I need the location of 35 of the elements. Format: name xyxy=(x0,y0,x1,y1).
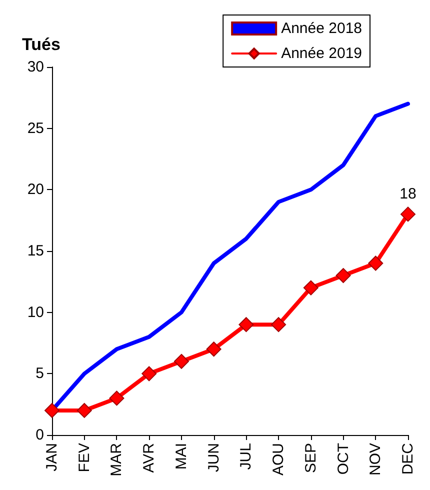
point xyxy=(238,317,254,332)
point xyxy=(76,402,92,418)
y-tick-label: 25 xyxy=(27,120,44,137)
legend-label: Année 2019 xyxy=(281,45,362,62)
x-tick-label: NOV xyxy=(367,443,384,476)
x-tick-label: AVR xyxy=(140,442,158,473)
y-axis-title: Tués xyxy=(22,35,60,54)
y-tick-label: 0 xyxy=(36,426,44,444)
x-tick-label: JUN xyxy=(205,443,222,472)
point xyxy=(303,280,318,296)
point xyxy=(174,354,189,369)
x-tick-label: MAI xyxy=(172,443,190,470)
point xyxy=(336,268,351,284)
y-tick-label: 30 xyxy=(27,58,44,76)
x-tick-label: MAR xyxy=(108,442,126,476)
point xyxy=(44,402,60,418)
x-tick-label: AOU xyxy=(270,443,288,476)
x-tick-label: JUL xyxy=(238,443,255,470)
y-tick-label: 10 xyxy=(27,304,44,321)
point xyxy=(368,256,384,271)
x-tick-label: SEP xyxy=(302,443,320,474)
y-tick-label: 20 xyxy=(27,181,44,198)
x-tick-label: OCT xyxy=(334,443,352,475)
point xyxy=(109,390,124,406)
point xyxy=(206,342,222,357)
x-tick-label: DEC xyxy=(400,442,416,475)
point xyxy=(400,206,416,222)
data-label: 18 xyxy=(400,186,416,203)
y-tick-label: 5 xyxy=(36,365,44,382)
y-tick-label: 15 xyxy=(27,242,44,260)
x-tick-label: JAN xyxy=(44,443,60,472)
point xyxy=(142,366,157,382)
x-tick-label: FEV xyxy=(76,443,93,472)
point xyxy=(271,317,286,332)
legend-label: Année 2018 xyxy=(281,20,362,37)
